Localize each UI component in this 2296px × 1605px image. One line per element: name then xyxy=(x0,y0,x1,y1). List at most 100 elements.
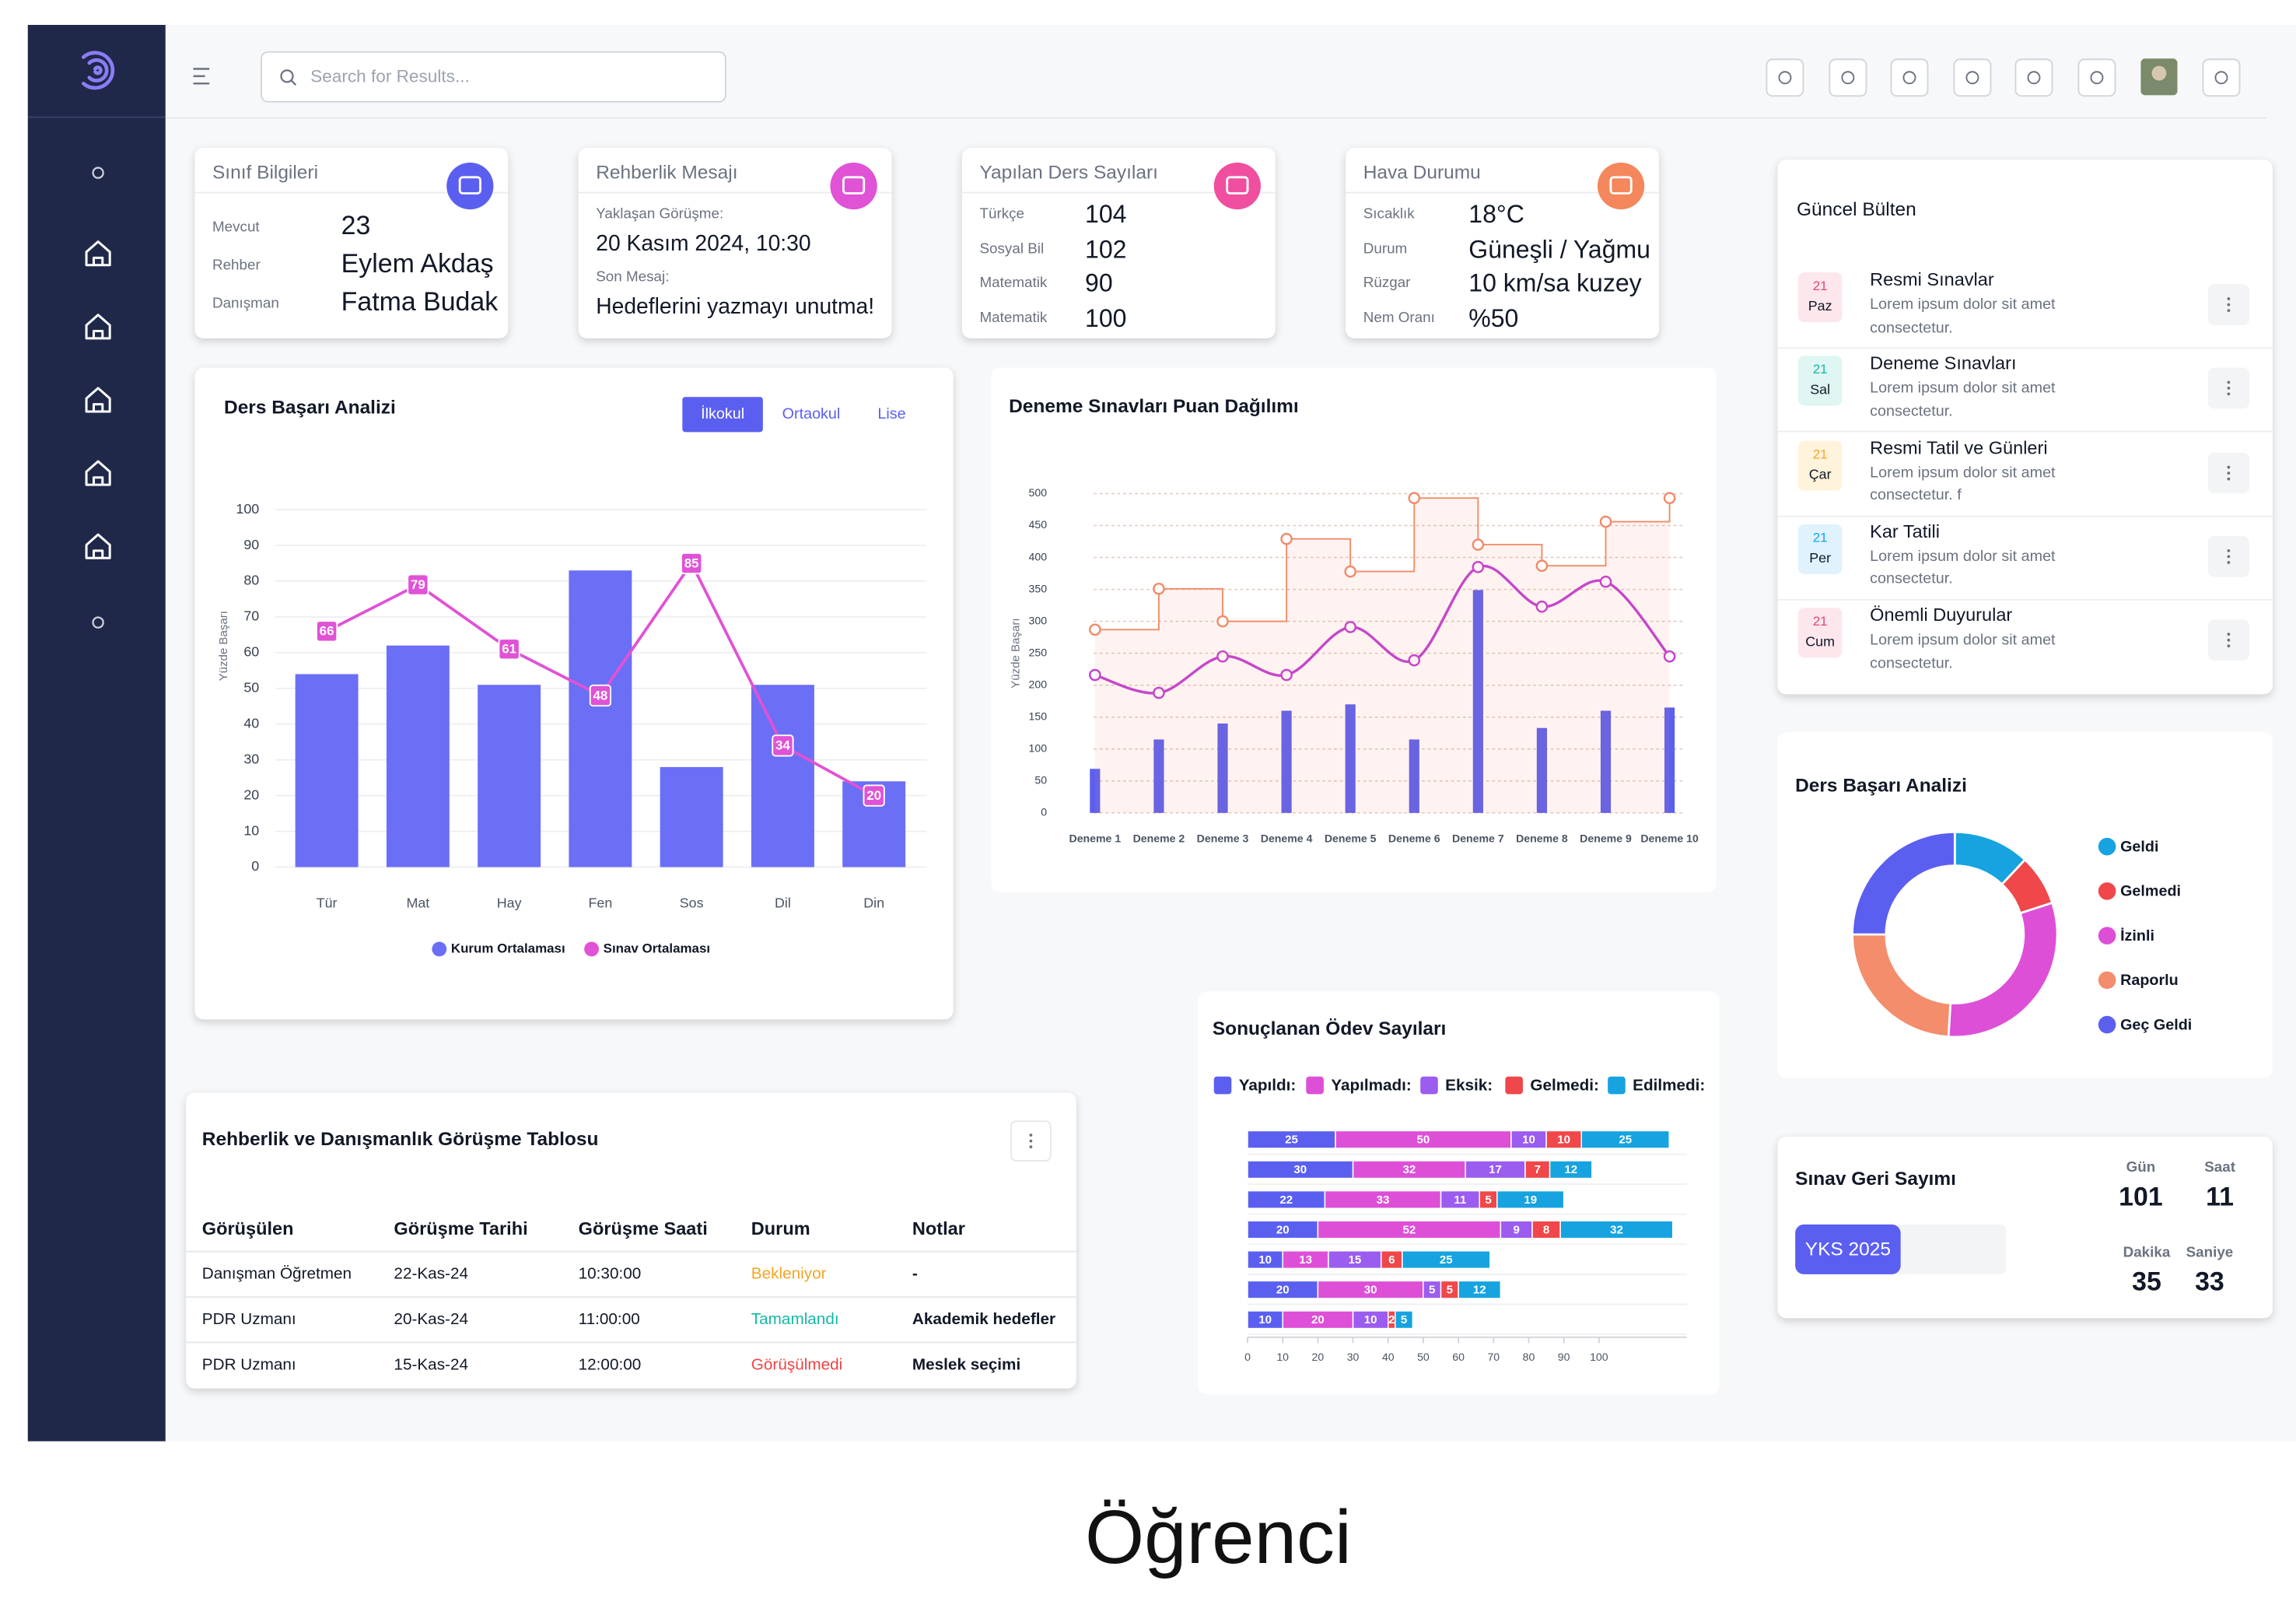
search-box[interactable]: Search for Results... xyxy=(261,51,726,103)
y-tick-label: 0 xyxy=(251,858,259,874)
bar xyxy=(1345,704,1356,813)
item-menu[interactable] xyxy=(2208,368,2249,409)
x-tick-label: 100 xyxy=(1590,1351,1608,1363)
step-point xyxy=(1216,615,1229,628)
tab[interactable] xyxy=(682,397,763,433)
bar xyxy=(1472,590,1483,813)
card-divider xyxy=(961,191,1276,194)
chart-title: Deneme Sınavları Puan Dağılımı xyxy=(1009,396,1299,417)
exam-button[interactable]: YKS 2025 xyxy=(1795,1224,1901,1274)
menu-dot xyxy=(92,616,104,629)
home-icon xyxy=(85,240,111,267)
step-point xyxy=(1535,559,1549,573)
table-cell: Meslek seçimi xyxy=(912,1356,1021,1374)
toolbar-button[interactable] xyxy=(1953,58,1992,97)
legend-swatch xyxy=(2098,882,2116,900)
kebab-icon xyxy=(2227,381,2231,396)
toolbar-button[interactable] xyxy=(1890,58,1929,97)
badge-weekday: Sal xyxy=(1810,382,1831,399)
step-point xyxy=(1089,623,1101,636)
bar-segment xyxy=(1402,1250,1491,1270)
data-label: 32 xyxy=(1402,1163,1416,1176)
column-header: Durum xyxy=(751,1218,810,1239)
badge-day: 21 xyxy=(1812,614,1828,629)
date-badge: 21 Sal xyxy=(1797,356,1843,407)
kebab-dot xyxy=(2227,644,2231,648)
item-text: Lorem ipsum dolor sit amet consectetur. xyxy=(1870,547,2056,588)
tab-label[interactable]: Ortaokul xyxy=(782,405,841,422)
chart: Ders Başarı Analizi Yüzde Başarı 0 10 20 30 40… xyxy=(217,397,927,957)
menu-toggle[interactable] xyxy=(193,68,210,85)
table-menu[interactable] xyxy=(1010,1120,1052,1162)
row-label: Matematik xyxy=(979,310,1048,328)
badge-day: 21 xyxy=(1812,278,1828,293)
step-point xyxy=(1344,565,1356,578)
chart-card: Sonuçlanan Ödev Sayıları Yapıldı: Yapılmad… xyxy=(1198,991,1720,1395)
chart-title: Sonuçlanan Ödev Sayıları xyxy=(1213,1018,1447,1039)
table-cell: 11:00:00 xyxy=(578,1310,640,1329)
bar-segment xyxy=(1580,1130,1670,1149)
icon-shape xyxy=(842,176,866,194)
toolbar-button[interactable] xyxy=(2202,58,2241,97)
data-label: 5 xyxy=(1447,1284,1453,1297)
search-glyph xyxy=(280,69,294,83)
line-marker xyxy=(589,684,612,707)
tab[interactable] xyxy=(768,397,854,433)
chart: Sonuçlanan Ödev Sayıları Yapıldı: Yapılmad… xyxy=(1213,1018,1705,1363)
y-tick-label: 100 xyxy=(236,501,259,517)
home-icon xyxy=(85,533,111,559)
item-menu[interactable] xyxy=(2208,535,2249,577)
spline-point xyxy=(1408,654,1421,667)
toolbar-button[interactable] xyxy=(2077,58,2116,97)
column-header: Görüşülen xyxy=(201,1218,294,1239)
item-divider xyxy=(1777,598,2273,601)
item-menu[interactable] xyxy=(2208,451,2249,493)
toolbar-button[interactable] xyxy=(1829,58,1867,97)
kebab-icon xyxy=(2227,297,2231,313)
icon-shape xyxy=(1609,176,1633,194)
item-menu[interactable] xyxy=(2208,284,2249,325)
legend-label: Gelmedi: xyxy=(1530,1076,1599,1094)
bulletin-card: Güncel Bülten 21 Paz Resmi Sınavlar Lorem ip… xyxy=(1777,159,2273,695)
data-label: 34 xyxy=(775,738,790,753)
table-cell: 22-Kas-24 xyxy=(394,1265,469,1284)
donut-segment xyxy=(1947,901,2059,1039)
step-point xyxy=(1153,582,1165,595)
tab-label[interactable]: Lise xyxy=(877,405,905,422)
y-tick-label: 0 xyxy=(1041,806,1047,818)
data-label: 22 xyxy=(1279,1193,1293,1207)
legend-swatch xyxy=(2098,1015,2116,1034)
chart-card: Ders Başarı Analizi Yüzde Başarı 0 10 20 30 40… xyxy=(194,367,954,1020)
table-cell: 10:30:00 xyxy=(578,1265,642,1284)
kebab-dot xyxy=(2227,464,2231,468)
toolbar-button[interactable] xyxy=(2014,58,2053,97)
legend-label: Kurum Ortalaması xyxy=(451,941,565,955)
bar xyxy=(660,766,723,867)
item-title: Resmi Sınavlar xyxy=(1870,269,1994,290)
table-cell: Akademik hedefler xyxy=(912,1310,1056,1329)
y-tick-label: 200 xyxy=(1029,678,1048,690)
kebab-dot xyxy=(1029,1134,1033,1137)
badge-weekday: Per xyxy=(1809,550,1832,567)
toolbar-button[interactable] xyxy=(1766,58,1804,97)
y-tick-label: 80 xyxy=(243,573,259,588)
item-text: Lorem ipsum dolor sit amet consectetur. xyxy=(1870,380,2056,420)
y-tick-label: 10 xyxy=(243,822,259,838)
unit-label: Saniye xyxy=(2186,1245,2234,1261)
date-badge: 21 Per xyxy=(1797,524,1843,574)
legend-label: Eksik: xyxy=(1445,1076,1493,1094)
icon-glyph xyxy=(1609,176,1633,194)
icon-glyph xyxy=(842,176,866,194)
data-label: 20 xyxy=(1276,1284,1290,1297)
chart: Deneme Sınavları Puan Dağılımı Yüzde Başa… xyxy=(1009,396,1699,845)
tab[interactable] xyxy=(863,397,920,433)
card-divider xyxy=(194,191,509,194)
search-glyph xyxy=(290,79,297,86)
badge-weekday: Çar xyxy=(1808,466,1832,483)
row-label: Son Mesaj: xyxy=(596,269,670,286)
x-tick-label: 60 xyxy=(1452,1351,1465,1363)
item-menu[interactable] xyxy=(2208,619,2249,661)
tab-label[interactable]: İlkokul xyxy=(701,405,744,422)
chart-title: Ders Başarı Analizi xyxy=(1795,775,1967,796)
spline-point xyxy=(1089,668,1101,682)
